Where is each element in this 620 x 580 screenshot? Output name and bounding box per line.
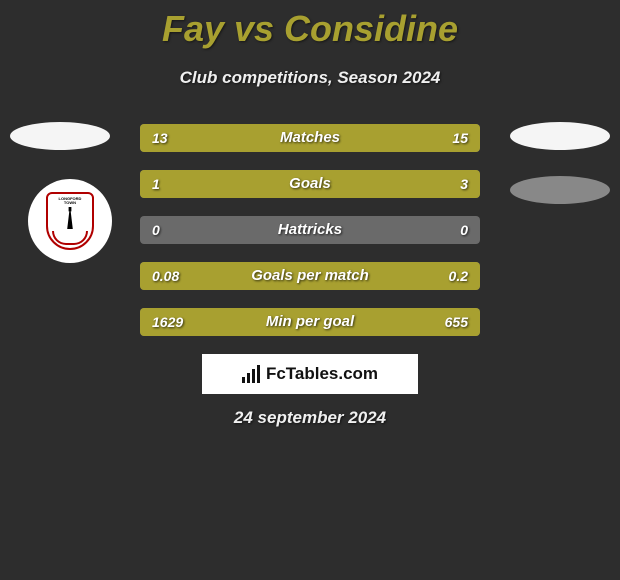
stat-value-right: 0.2 xyxy=(449,262,468,290)
player-left-avatar xyxy=(10,122,110,150)
stat-label: Min per goal xyxy=(140,308,480,336)
stat-label: Goals xyxy=(140,170,480,198)
crest-arc xyxy=(52,231,88,245)
fctables-logo: FcTables.com xyxy=(202,354,418,394)
date-text: 24 september 2024 xyxy=(0,408,620,428)
stat-row: 1629Min per goal655 xyxy=(140,308,480,336)
stat-label: Goals per match xyxy=(140,262,480,290)
logo-text: FcTables.com xyxy=(266,364,378,384)
stat-row: 13Matches15 xyxy=(140,124,480,152)
stat-row: 0.08Goals per match0.2 xyxy=(140,262,480,290)
page-title: Fay vs Considine xyxy=(0,0,620,50)
stat-value-right: 655 xyxy=(445,308,468,336)
stat-value-right: 3 xyxy=(460,170,468,198)
stat-label: Hattricks xyxy=(140,216,480,244)
stats-bars: 13Matches15 1Goals3 0Hattricks0 0.08Goals p… xyxy=(140,124,480,354)
logo-bars-icon xyxy=(242,365,260,383)
team-right-badge xyxy=(510,176,610,204)
stat-row: 0Hattricks0 xyxy=(140,216,480,244)
team-left-crest: LONGFORD TOWN xyxy=(28,179,112,263)
stat-label: Matches xyxy=(140,124,480,152)
player-right-avatar xyxy=(510,122,610,150)
crest-tower-icon xyxy=(63,207,77,229)
stat-row: 1Goals3 xyxy=(140,170,480,198)
crest-shield-icon: LONGFORD TOWN xyxy=(46,192,94,250)
subtitle: Club competitions, Season 2024 xyxy=(0,68,620,88)
stat-value-right: 15 xyxy=(452,124,468,152)
crest-mid-text: TOWN xyxy=(64,201,76,205)
stat-value-right: 0 xyxy=(460,216,468,244)
